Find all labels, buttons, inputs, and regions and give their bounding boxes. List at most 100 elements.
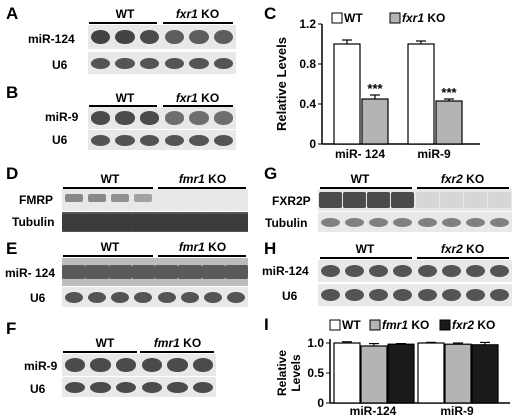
blot-band [115,134,135,146]
group-line-ko [417,187,509,189]
group-line-ko [140,351,214,353]
blot-band [490,217,510,227]
group-line-wt [63,187,153,189]
blot-band [155,213,179,231]
blot-band [464,191,488,209]
blot-band [90,57,110,69]
bar [361,98,389,145]
blot-band [415,191,439,209]
blot-h-bottom [318,284,512,306]
blot-band [193,358,214,372]
blot-band [214,57,234,69]
y-tick-label: 0.8 [299,57,316,71]
y-tick-label: 0.4 [299,97,316,111]
x-tick-label: miR-9 [440,404,474,415]
blot-f-top [62,354,216,376]
group-line-wt [89,105,157,107]
blot-band [134,194,153,202]
bar [444,343,472,404]
x-tick-label: miR-124 [350,404,397,415]
blot-band [224,265,248,279]
group-label-wt: WT [350,172,370,186]
blot-band [391,191,415,209]
blot-band [116,381,137,393]
row-label: U6 [52,58,68,72]
blot-band [167,358,188,372]
y-tick-label: 1.0 [307,336,324,350]
blot-band [108,213,132,231]
blot-band [180,291,199,303]
blot-band [64,291,83,303]
blot-band [214,134,234,146]
blot-band [488,191,512,209]
blot-band [466,288,486,302]
panel-label-f: F [6,319,17,338]
row-label: Tubulin [265,216,308,230]
group-label-wt: WT [100,172,120,186]
legend-swatch [439,319,451,331]
x-tick-label: miR- 124 [335,147,385,161]
blot-band [369,264,389,278]
blot-band [167,381,188,393]
blot-band [189,111,209,125]
blot-band [164,111,184,125]
blot-g-bottom [318,212,512,232]
chart-c: 0 0.4 0.8 1.2 Relative Levels *** miR- 124 *** m… [274,11,480,161]
panel-label-a: A [6,4,19,23]
blot-band [115,111,135,125]
blot-band [417,288,437,302]
blot-band [87,291,106,303]
blot-band [116,358,137,372]
legend-swatch [329,319,341,331]
group-label-ko: fmr1 KO [178,172,227,186]
blot-d-bottom [62,212,248,232]
blot-band [178,213,202,231]
blot-band [111,291,130,303]
blot-band [115,29,135,45]
blot-band [140,57,160,69]
blot-a-top [88,25,236,49]
blot-band [344,264,364,278]
y-tick-label: 1.2 [299,17,316,31]
blot-band [466,264,486,278]
blot-band [417,217,437,227]
blot-b-top [88,107,236,129]
group-line-wt [89,22,157,24]
blot-band [85,265,109,279]
blot-band [111,194,130,202]
blot-band [466,217,486,227]
blot-band [224,213,248,231]
group-line-wt [63,351,137,353]
significance-label: *** [367,81,383,96]
blot-band [90,111,110,125]
blot-band [90,358,111,372]
row-label: U6 [30,382,46,396]
blot-f-bottom [62,377,216,397]
legend-label: fxr2 KO [452,318,495,332]
y-axis-label: Relative Levels [274,37,289,131]
legend-swatch [369,319,381,331]
blot-band [164,29,184,45]
blot-band [441,264,461,278]
bar [471,344,499,404]
bar [387,343,415,404]
row-label: FMRP [19,193,53,207]
blot-band [64,381,85,393]
bar [435,100,463,145]
group-label-ko: fmr1 KO [178,240,227,254]
blot-band [62,213,86,231]
blot-band [342,191,366,209]
blot-band [189,29,209,45]
blot-band [157,291,176,303]
blot-g-top [318,189,512,211]
row-label: miR-124 [262,264,309,278]
blot-band [164,134,184,146]
group-line-ko [163,22,233,24]
blot-band [141,358,162,372]
blot-band [393,288,413,302]
legend-swatch [331,12,343,24]
blot-band [155,265,179,279]
panel-label-h: H [264,239,277,258]
panel-label-i: I [264,315,269,334]
blot-band [164,57,184,69]
